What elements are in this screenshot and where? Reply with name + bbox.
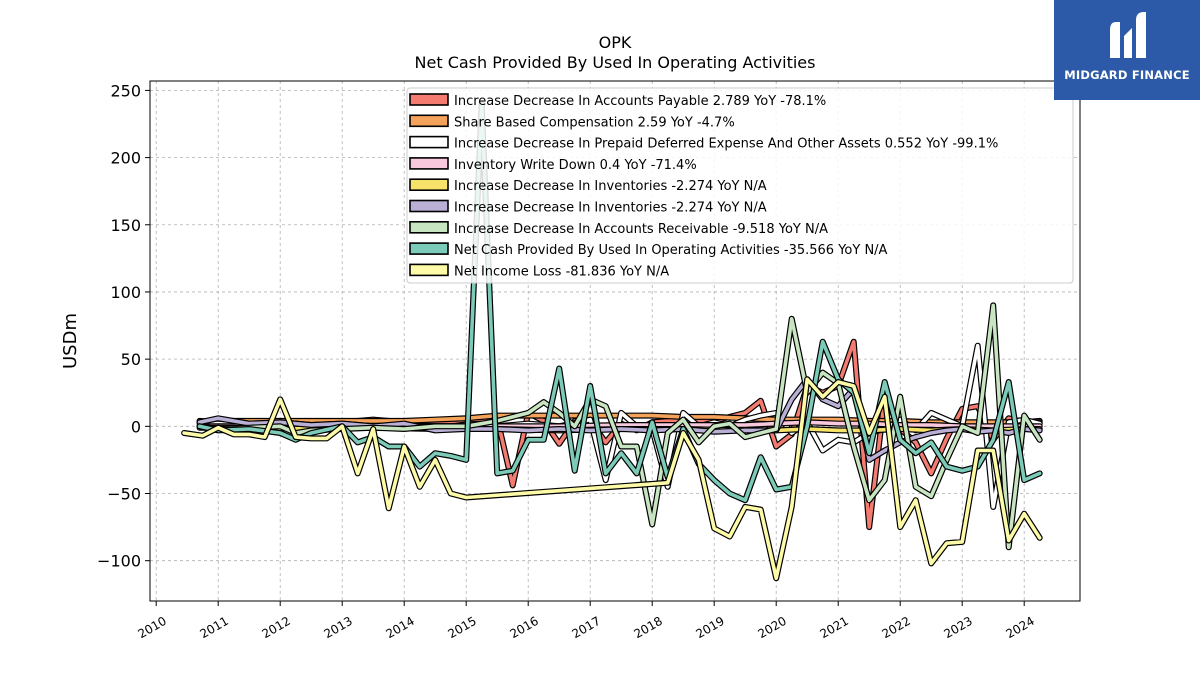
- legend-swatch: [409, 157, 449, 170]
- y-tick-label: 250: [110, 81, 141, 100]
- legend-box: [406, 87, 1074, 284]
- x-tick-label: 2015: [445, 614, 478, 641]
- legend-swatch: [409, 221, 449, 234]
- y-tick-label: 100: [110, 283, 141, 302]
- legend-swatch: [409, 114, 449, 128]
- x-tick-label: 2017: [569, 614, 602, 641]
- y-tick-label: 0: [131, 417, 141, 436]
- legend-swatch: [409, 178, 449, 191]
- legend-label: Increase Decrease In Accounts Receivable…: [454, 222, 828, 237]
- y-tick-label: 150: [110, 216, 141, 235]
- chart-title: OPK: [599, 33, 632, 52]
- x-tick-label: 2019: [693, 614, 726, 641]
- series-8: [196, 100, 1043, 504]
- x-tick-label: 2024: [1003, 614, 1036, 641]
- y-axis-label: USDm: [60, 313, 81, 369]
- x-tick-label: 2016: [507, 614, 540, 641]
- legend-label: Increase Decrease In Inventories -2.274 …: [454, 201, 767, 216]
- legend-label: Increase Decrease In Accounts Payable 2.…: [454, 94, 826, 109]
- x-tick-label: 2022: [879, 614, 912, 641]
- x-axis: 2010 2011 2012 2013 2014 2015 2016 2017 2018 2019…: [135, 601, 1037, 641]
- series-line: [197, 102, 1042, 503]
- plot-frame: [149, 80, 1081, 602]
- series-line: [182, 377, 1042, 581]
- logo-text: MIDGARD FINANCE: [1064, 68, 1190, 82]
- y-tick-label: −100: [97, 552, 141, 571]
- legend-swatch: [409, 263, 449, 277]
- x-tick-label: 2021: [817, 614, 850, 641]
- legend-label: Inventory Write Down 0.4 YoY -71.4%: [454, 158, 697, 173]
- legend-label: Net Cash Provided By Used In Operating A…: [454, 243, 888, 258]
- y-tick-label: 200: [110, 149, 141, 168]
- x-tick-label: 2010: [135, 614, 168, 641]
- legend: Increase Decrease In Accounts Payable 2.…: [406, 87, 1074, 284]
- chart-subtitle: Net Cash Provided By Used In Operating A…: [415, 53, 816, 72]
- x-tick-label: 2023: [941, 614, 974, 641]
- x-tick-label: 2013: [321, 614, 354, 641]
- legend-swatch: [409, 199, 449, 213]
- x-tick-label: 2014: [383, 614, 416, 641]
- y-axis: −100 −50 0 50 100 150 200 250: [97, 81, 150, 571]
- x-tick-label: 2018: [631, 614, 664, 641]
- legend-swatch: [409, 93, 449, 106]
- series-7: [196, 302, 1043, 551]
- legend-swatch: [409, 135, 449, 149]
- logo-mark-icon: [1110, 12, 1146, 58]
- legend-label: Share Based Compensation 2.59 YoY -4.7%: [454, 115, 735, 130]
- legend-swatch: [409, 242, 449, 255]
- legend-label: Increase Decrease In Prepaid Deferred Ex…: [454, 137, 998, 152]
- series-9: [181, 376, 1043, 582]
- y-tick-label: −50: [107, 485, 141, 504]
- x-tick-label: 2012: [259, 614, 292, 641]
- x-tick-label: 2011: [197, 614, 230, 641]
- legend-label: Net Income Loss -81.836 YoY N/A: [454, 264, 669, 279]
- series-lines: [181, 100, 1043, 582]
- midgard-finance-logo: MIDGARD FINANCE: [1054, 0, 1200, 100]
- series-line: [197, 303, 1042, 550]
- y-tick-label: 50: [121, 350, 141, 369]
- legend-label: Increase Decrease In Inventories -2.274 …: [454, 179, 767, 194]
- x-tick-label: 2020: [755, 614, 788, 641]
